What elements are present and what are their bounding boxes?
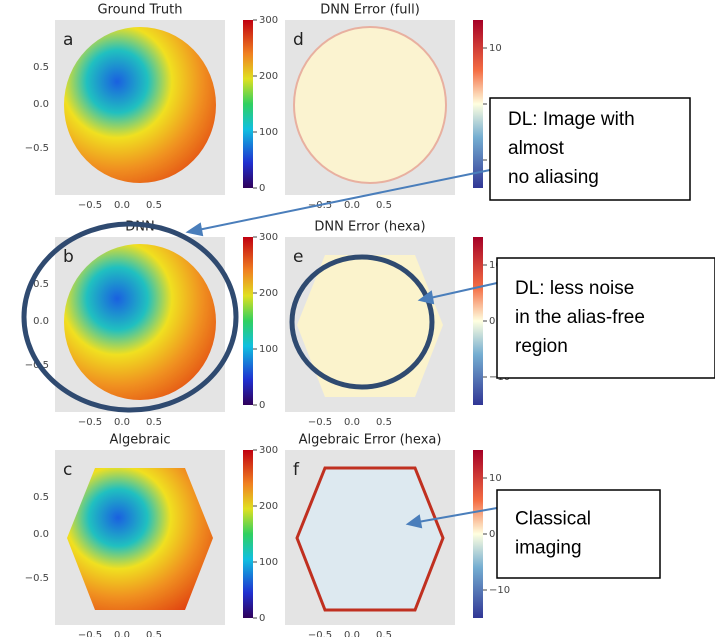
callout-text: DL: less noise xyxy=(515,278,634,299)
panel: Algebraic Error (hexa) f −0.5 0.0 0.5 10 0 −10 xyxy=(285,433,510,638)
heatmap xyxy=(64,27,216,183)
colorbar xyxy=(473,237,483,405)
colorbar-tick-label: 0 xyxy=(489,316,495,327)
callout-box xyxy=(497,490,660,578)
callouts: DL: Image with almost no aliasing DL: less … xyxy=(490,98,715,578)
x-tick-label: 0.0 xyxy=(114,630,130,637)
panels: Ground Truth a 0.5 0.0 −0.5 −0.5 0.0 0.5 300 200 1… xyxy=(25,3,510,638)
colorbar-tick-label: 300 xyxy=(259,15,278,26)
heatmap xyxy=(67,468,213,610)
colorbar xyxy=(243,20,253,188)
figure: Ground Truth a 0.5 0.0 −0.5 −0.5 0.0 0.5 300 200 1… xyxy=(0,0,715,637)
panel: Ground Truth a 0.5 0.0 −0.5 −0.5 0.0 0.5 300 200 1… xyxy=(25,3,278,212)
colorbar xyxy=(243,450,253,618)
panel-letter: b xyxy=(63,247,74,267)
callout-text: almost xyxy=(508,138,565,159)
colorbar-tick-label: 0 xyxy=(259,183,265,194)
x-tick-label: 0.5 xyxy=(376,200,392,211)
y-tick-label: −0.5 xyxy=(25,143,49,154)
colorbar-tick-label: 200 xyxy=(259,71,278,82)
x-tick-label: 0.5 xyxy=(146,630,162,637)
callout-text: in the alias-free xyxy=(515,307,645,328)
error-map xyxy=(294,27,446,183)
x-tick-label: −0.5 xyxy=(78,417,102,428)
colorbar-tick-label: −10 xyxy=(489,585,510,596)
callout-text: region xyxy=(515,336,568,357)
colorbar xyxy=(473,450,483,618)
x-tick-label: −0.5 xyxy=(308,417,332,428)
colorbar-tick-label: 10 xyxy=(489,473,502,484)
callout-text: imaging xyxy=(515,538,582,559)
colorbar-tick-label: 100 xyxy=(259,557,278,568)
x-tick-label: 0.0 xyxy=(344,630,360,637)
panel-title: Ground Truth xyxy=(98,3,183,18)
panel-letter: c xyxy=(63,460,72,480)
heatmap xyxy=(64,244,216,400)
x-tick-label: 0.0 xyxy=(114,200,130,211)
y-tick-label: 0.0 xyxy=(33,529,49,540)
colorbar-tick-label: 300 xyxy=(259,232,278,243)
panel-title: Algebraic xyxy=(109,433,170,448)
panel-letter: d xyxy=(293,30,304,50)
callout-text: no aliasing xyxy=(508,167,599,188)
x-tick-label: −0.5 xyxy=(78,200,102,211)
panel-letter: e xyxy=(293,247,303,267)
callout: Classical imaging xyxy=(497,490,660,578)
x-tick-label: 0.5 xyxy=(376,630,392,637)
colorbar-tick-label: 0 xyxy=(259,400,265,411)
x-tick-label: 0.0 xyxy=(344,200,360,211)
x-tick-label: −0.5 xyxy=(78,630,102,637)
panel-letter: f xyxy=(293,460,300,480)
y-tick-label: 0.5 xyxy=(33,62,49,73)
colorbar xyxy=(243,237,253,405)
colorbar-tick-label: 0 xyxy=(259,613,265,624)
callout-text: Classical xyxy=(515,509,591,530)
x-tick-label: 0.5 xyxy=(146,200,162,211)
panel: Algebraic c 0.5 0.0 −0.5 −0.5 0.0 0.5 300 200 100 0 xyxy=(25,433,278,638)
x-tick-label: 0.0 xyxy=(344,417,360,428)
y-tick-label: 0.5 xyxy=(33,492,49,503)
colorbar-tick-label: 200 xyxy=(259,501,278,512)
panel-title: Algebraic Error (hexa) xyxy=(299,433,442,448)
y-tick-label: −0.5 xyxy=(25,573,49,584)
x-tick-label: 0.0 xyxy=(114,417,130,428)
panel-title: DNN Error (full) xyxy=(320,3,420,18)
y-tick-label: 0.0 xyxy=(33,316,49,327)
colorbar-tick-label: 100 xyxy=(259,344,278,355)
x-tick-label: 0.5 xyxy=(146,417,162,428)
colorbar-tick-label: 200 xyxy=(259,288,278,299)
arrow-head xyxy=(188,224,202,235)
colorbar-tick-label: 0 xyxy=(489,529,495,540)
y-tick-label: 0.0 xyxy=(33,99,49,110)
callout: DL: Image with almost no aliasing xyxy=(490,98,690,200)
colorbar-tick-label: 100 xyxy=(259,127,278,138)
x-tick-label: 0.5 xyxy=(376,417,392,428)
callout-text: DL: Image with xyxy=(508,109,635,130)
callout: DL: less noise in the alias-free region xyxy=(497,258,715,378)
panel-title: DNN Error (hexa) xyxy=(314,220,425,235)
colorbar xyxy=(473,20,483,188)
error-map xyxy=(297,468,443,610)
x-tick-label: −0.5 xyxy=(308,630,332,637)
colorbar-tick-label: 10 xyxy=(489,43,502,54)
y-tick-label: 0.5 xyxy=(33,279,49,290)
panel-letter: a xyxy=(63,30,73,50)
colorbar-tick-label: 300 xyxy=(259,445,278,456)
